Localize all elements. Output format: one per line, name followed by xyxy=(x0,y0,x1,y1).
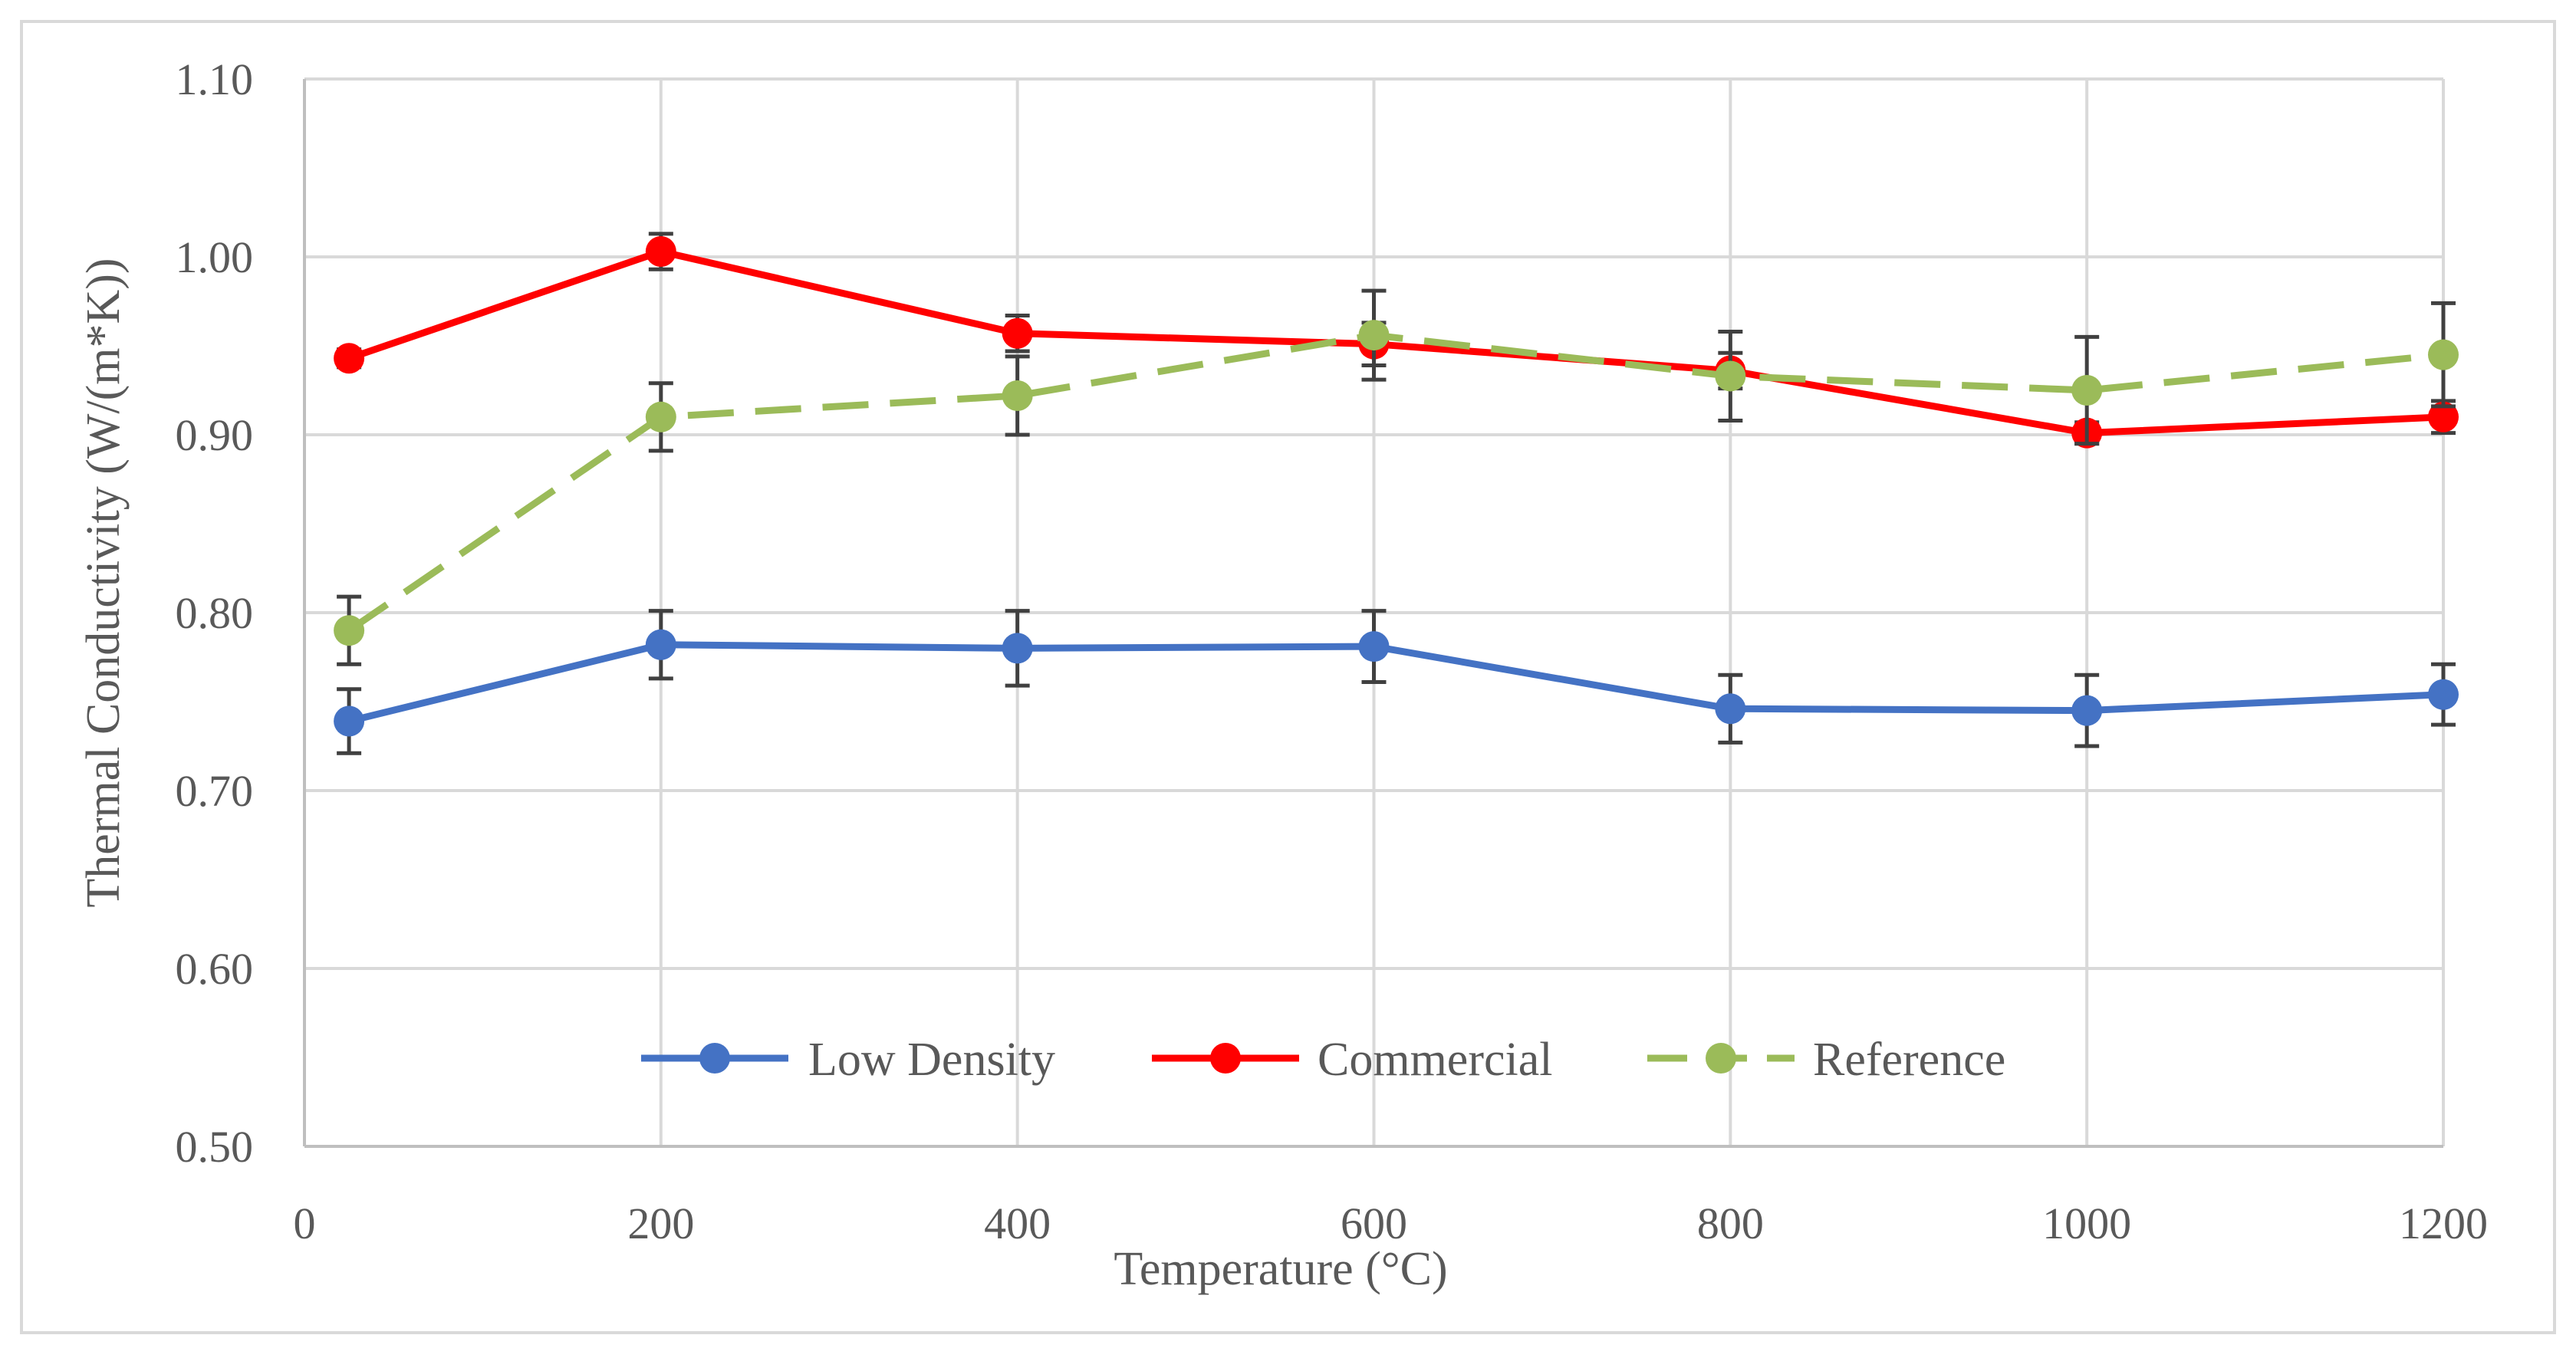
data-point-low-density xyxy=(334,705,365,737)
axes xyxy=(303,79,2443,1148)
legend-label: Low Density xyxy=(808,1034,1055,1086)
data-point-commercial xyxy=(2428,401,2459,432)
y-tick-label: 0.70 xyxy=(176,766,254,816)
data-point-reference xyxy=(2071,375,2103,406)
data-point-low-density xyxy=(2428,679,2459,710)
x-tick-label: 0 xyxy=(294,1199,316,1248)
data-point-reference xyxy=(1002,380,1033,411)
data-series xyxy=(334,232,2459,755)
data-point-low-density xyxy=(2071,695,2103,726)
x-tick-label: 1200 xyxy=(2399,1199,2488,1248)
chart-frame xyxy=(20,20,2556,1334)
legend-label: Commercial xyxy=(1318,1034,1552,1086)
x-axis-title: Temperature (°C) xyxy=(1114,1243,1447,1295)
legend-label: Reference xyxy=(1813,1034,2005,1086)
legend-swatch-marker xyxy=(1210,1043,1241,1074)
data-point-commercial xyxy=(334,343,365,374)
y-axis-ticks: 0.50 0.60 0.70 0.80 0.90 1.00 1.10 xyxy=(176,54,254,1172)
data-point-low-density xyxy=(1715,693,1746,725)
series-reference xyxy=(334,288,2459,666)
x-tick-label: 800 xyxy=(1697,1199,1764,1248)
data-point-low-density xyxy=(1358,631,1390,663)
legend-item-reference: Reference xyxy=(1647,1034,2005,1086)
data-point-reference xyxy=(645,401,676,432)
x-tick-label: 600 xyxy=(1341,1199,1407,1248)
data-point-low-density xyxy=(1002,633,1033,664)
y-tick-label: 1.10 xyxy=(176,54,254,104)
y-tick-label: 0.90 xyxy=(176,410,254,460)
legend-swatch-marker xyxy=(699,1043,730,1074)
y-tick-label: 0.50 xyxy=(176,1122,254,1172)
x-tick-label: 200 xyxy=(627,1199,694,1248)
x-tick-label: 1000 xyxy=(2042,1199,2131,1248)
data-point-low-density xyxy=(645,629,676,660)
data-point-reference xyxy=(2428,339,2459,370)
y-tick-label: 0.60 xyxy=(176,944,254,994)
data-point-reference xyxy=(1715,360,1746,392)
legend: Low Density Commercial Reference xyxy=(641,1034,2005,1086)
legend-swatch-marker xyxy=(1706,1043,1736,1074)
data-point-reference xyxy=(334,615,365,646)
y-tick-label: 0.80 xyxy=(176,588,254,638)
y-tick-label: 1.00 xyxy=(176,232,254,282)
data-point-reference xyxy=(1358,320,1390,351)
legend-item-low-density: Low Density xyxy=(641,1034,1055,1086)
legend-item-commercial: Commercial xyxy=(1152,1034,1552,1086)
data-point-commercial xyxy=(645,236,676,268)
data-point-commercial xyxy=(1002,317,1033,349)
series-low-density xyxy=(334,609,2459,755)
x-axis-ticks: 0 200 400 600 800 1000 1200 xyxy=(294,1199,2489,1248)
y-axis-title: Thermal Conductivity (W/(m*K)) xyxy=(77,258,130,907)
x-tick-label: 400 xyxy=(984,1199,1051,1248)
